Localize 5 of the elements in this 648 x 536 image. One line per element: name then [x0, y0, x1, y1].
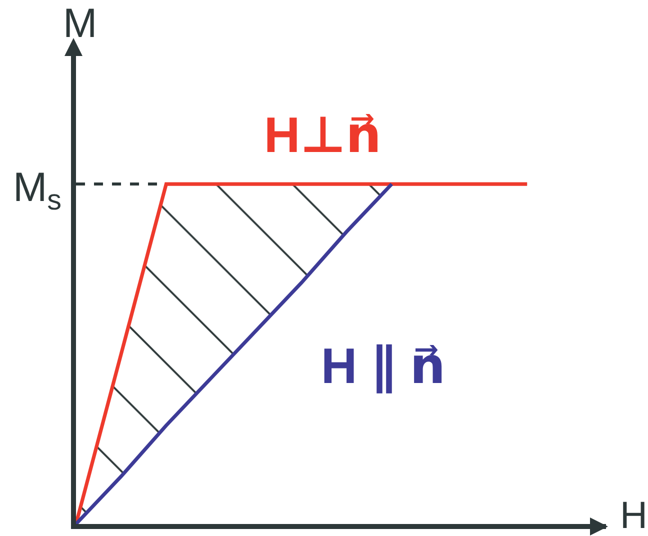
- series-label: H ∥ n⃗: [321, 338, 446, 394]
- ref-line-label: M$_{s}$: [13, 164, 62, 217]
- x-axis-title: H: [620, 495, 648, 536]
- y-axis-title: M: [63, 0, 98, 46]
- series-label: H⊥n⃗: [264, 107, 382, 163]
